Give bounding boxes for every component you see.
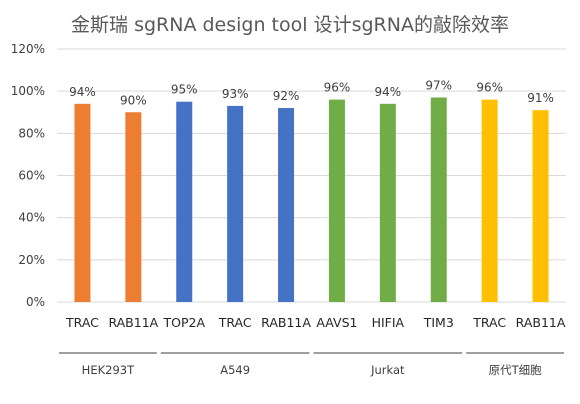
gridlines [57,48,566,303]
data-labels: 94% 90% 95% 93% 92% 96% 94% 97% 96% 91% [69,78,554,107]
x-tick-label: TRAC [472,315,506,330]
x-tick-label: RAB11A [108,315,158,330]
x-tick-label: AAVS1 [316,315,357,330]
data-label: 91% [527,91,554,105]
data-label: 95% [171,83,198,97]
bar [532,110,549,303]
bar [227,105,244,302]
x-tick-label: TRAC [218,315,252,330]
data-label: 96% [324,81,351,95]
bar [328,99,345,302]
x-tick-label: TOP2A [162,315,205,330]
group-label: Jurkat [370,363,405,377]
chart-title: 金斯瑞 sgRNA design tool 设计sgRNA的敲除效率 [71,14,509,36]
group-labels: HEK293T A549 Jurkat 原代T细胞 [59,352,564,377]
x-tick-label: TIM3 [423,315,454,330]
group-label: 原代T细胞 [489,363,543,377]
bar [125,112,142,302]
y-axis: 0% 20% 40% 60% 80% 100% 120% [11,42,45,309]
x-tick-label: RAB11A [516,315,566,330]
data-label: 94% [69,85,96,99]
bar [430,97,447,302]
y-tick-label: 100% [11,84,45,98]
data-label: 92% [273,89,300,103]
y-tick-label: 40% [18,211,45,225]
bar [74,103,91,302]
y-tick-label: 120% [11,42,45,56]
y-tick-label: 20% [18,253,45,267]
bars [74,97,549,303]
bar [481,99,498,302]
y-tick-label: 60% [18,169,45,183]
bar [176,101,193,302]
data-label: 97% [425,78,452,92]
bar [278,108,295,303]
data-label: 93% [222,87,249,101]
group-label: HEK293T [82,363,135,377]
y-tick-label: 0% [26,295,45,309]
y-tick-label: 80% [18,126,45,140]
data-label: 94% [375,85,402,99]
group-label: A549 [220,363,250,377]
x-tick-label: TRAC [65,315,99,330]
data-label: 90% [120,93,147,107]
bar [379,103,396,302]
x-tick-label: HIFIA [372,315,405,330]
x-tick-label: RAB11A [261,315,311,330]
x-axis: TRAC RAB11A TOP2A TRAC RAB11A AAVS1 HIFIA TIM3 T… [65,315,566,330]
data-label: 96% [476,81,503,95]
